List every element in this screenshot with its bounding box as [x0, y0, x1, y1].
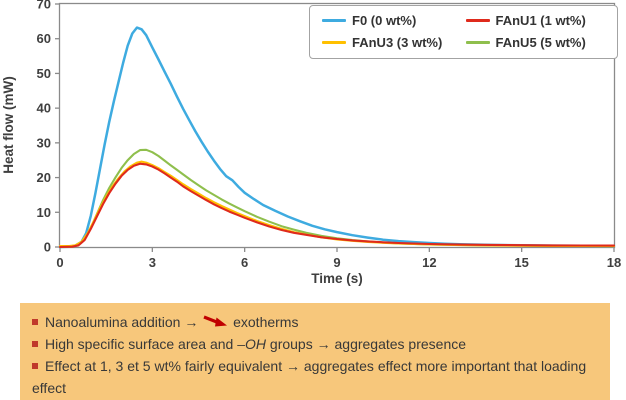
legend-label: FAnU3 (3 wt%) [352, 35, 443, 50]
heat-flow-chart: 0 10 20 30 40 50 60 70 0 3 6 9 12 15 18 Heat flow (mW)… [1, 0, 622, 286]
note-text: High specific surface area and [45, 336, 238, 352]
legend-label: F0 (0 wt%) [352, 13, 417, 28]
note-text: groups → aggregates presence [266, 336, 467, 352]
legend-item-FAnU5: FAnU5 (5 wt%) [465, 35, 608, 50]
series-line-FAnU3 [58, 160, 616, 248]
bullet-square-icon [32, 319, 38, 325]
x-axis-title: Time (s) [311, 271, 363, 286]
x-tick-label: 15 [514, 255, 528, 270]
x-tick-label: 3 [149, 255, 156, 270]
note-text: exotherms [229, 314, 299, 330]
x-tick-label: 12 [422, 255, 436, 270]
legend-label: FAnU1 (1 wt%) [495, 13, 586, 28]
chart-legend: F0 (0 wt%) FAnU1 (1 wt%) FAnU3 (3 wt%) FAnU… [309, 5, 618, 59]
legend-line-swatch [465, 19, 490, 22]
y-tick-label: 20 [37, 170, 51, 185]
x-tick-label: 18 [607, 255, 621, 270]
bullet-square-icon [32, 363, 38, 369]
x-tick-label: 0 [56, 255, 63, 270]
note-text-italic: –OH [237, 336, 267, 352]
note-text: Effect at 1, 3 et 5 wt% fairly equivalen… [32, 358, 587, 396]
y-axis-title: Heat flow (mW) [1, 76, 16, 174]
bullet-square-icon [32, 341, 38, 347]
y-tick-label: 60 [37, 31, 51, 46]
legend-item-F0: F0 (0 wt%) [322, 13, 464, 28]
y-tick-label: 0 [44, 240, 51, 255]
x-tick-label: 6 [241, 255, 248, 270]
legend-item-FAnU3: FAnU3 (3 wt%) [322, 35, 464, 50]
note-bullet-2: High specific surface area and –OH group… [32, 333, 598, 355]
decrease-arrow-icon [203, 315, 228, 327]
legend-item-FAnU1: FAnU1 (1 wt%) [465, 13, 608, 28]
legend-label: FAnU5 (5 wt%) [495, 35, 586, 50]
series-line-FAnU1 [58, 162, 616, 249]
y-tick-label: 50 [37, 66, 51, 81]
x-tick-label: 9 [333, 255, 340, 270]
note-bullet-3: Effect at 1, 3 et 5 wt% fairly equivalen… [32, 355, 598, 399]
y-tick-label: 70 [37, 0, 51, 12]
notes-box: Nanoalumina addition → exotherms High spe… [20, 303, 610, 400]
note-bullet-1: Nanoalumina addition → exotherms [32, 311, 598, 333]
y-tick-label: 30 [37, 135, 51, 150]
y-tick-label: 10 [37, 205, 51, 220]
legend-line-swatch [322, 41, 346, 44]
legend-line-swatch [465, 41, 490, 44]
chart-plot-area: 0 10 20 30 40 50 60 70 0 3 6 9 12 15 18 [37, 0, 622, 270]
series-line-F0 [58, 26, 616, 249]
y-tick-label: 40 [37, 101, 51, 116]
note-text: Nanoalumina addition → [45, 314, 203, 330]
legend-line-swatch [322, 19, 346, 22]
